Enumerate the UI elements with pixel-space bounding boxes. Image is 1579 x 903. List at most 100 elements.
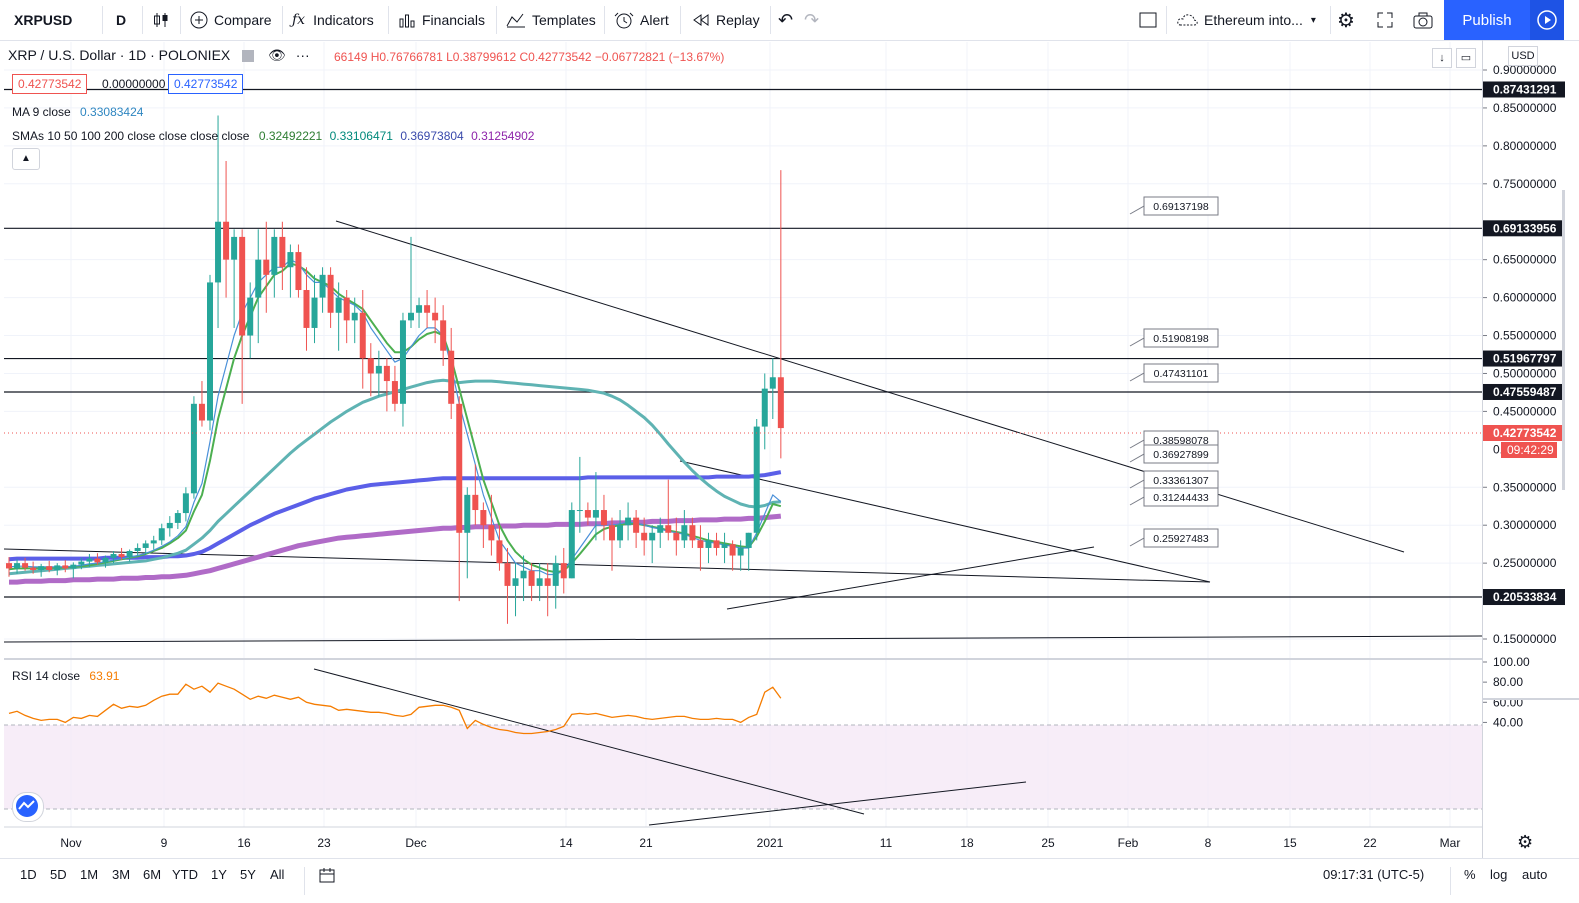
percent-toggle[interactable]: % bbox=[1464, 867, 1476, 882]
time-tick-label: 2021 bbox=[757, 836, 784, 850]
level-price-tag bbox=[1483, 589, 1565, 606]
annotation-text: 0.51908198 bbox=[1153, 333, 1209, 345]
settings-button[interactable]: ⚙ bbox=[1337, 0, 1355, 40]
level-price-text: 0.87431291 bbox=[1493, 82, 1557, 96]
candle-body bbox=[303, 290, 310, 328]
range-button-1m[interactable]: 1M bbox=[80, 867, 99, 882]
compare-button[interactable]: Compare bbox=[190, 0, 272, 40]
bottom-toolbar: 1D 5D 1M 3M 6M YTD 1Y 5Y All 09:17:31 (UTC-5) % … bbox=[0, 858, 1579, 903]
rsi-tick-label: 40.00 bbox=[1493, 715, 1523, 729]
annotation-pointer bbox=[1129, 453, 1145, 463]
layout-select[interactable]: Ethereum into... ▾ bbox=[1176, 0, 1316, 40]
candle-body bbox=[584, 510, 591, 518]
horizontal-lines bbox=[4, 88, 1482, 598]
candle-body bbox=[22, 563, 29, 568]
ma9-line bbox=[8, 259, 782, 576]
range-button-all[interactable]: All bbox=[270, 867, 285, 882]
range-button-5y[interactable]: 5Y bbox=[240, 867, 256, 882]
price-tick-label: 0.15000000 bbox=[1493, 632, 1557, 646]
annotation-text: 0.25927483 bbox=[1153, 533, 1209, 545]
annotation-pointer bbox=[1129, 537, 1145, 547]
price-tick-label: 0.60000000 bbox=[1493, 291, 1557, 305]
rsi-trendline-down bbox=[313, 668, 865, 815]
interval-label: D bbox=[116, 12, 127, 28]
eye-icon[interactable]: 👁 bbox=[268, 47, 286, 63]
currency-button[interactable]: USD bbox=[1508, 46, 1538, 66]
candle-body bbox=[641, 532, 648, 541]
range-button-3m[interactable]: 3M bbox=[112, 867, 131, 882]
symbol-legend: XRP / U.S. Dollar · 1D · POLONIEX 👁 ··· bbox=[8, 47, 310, 64]
templates-label: Templates bbox=[532, 12, 596, 28]
fullscreen-icon bbox=[1377, 12, 1393, 28]
annotation-pointer bbox=[1129, 496, 1145, 506]
range-button-1d[interactable]: 1D bbox=[20, 867, 37, 882]
interval-button[interactable]: D bbox=[116, 0, 126, 40]
range-button-ytd[interactable]: YTD bbox=[172, 867, 198, 882]
fullscreen-button[interactable] bbox=[1376, 0, 1394, 40]
annotation-text: 0.36927899 bbox=[1153, 449, 1209, 461]
chevron-up-icon: ▲ bbox=[21, 153, 31, 164]
range-button-5d[interactable]: 5D bbox=[50, 867, 67, 882]
chart-canvas[interactable]: 0.69137198 0.51908198 0.47431101 0.38598078… bbox=[3, 42, 1483, 858]
play-circle-icon bbox=[1537, 10, 1557, 30]
tradingview-icon bbox=[16, 795, 38, 817]
scroll-down-button[interactable]: ↓ bbox=[1432, 48, 1452, 68]
price-tick-label: 0.35000000 bbox=[1493, 480, 1557, 494]
indicators-button[interactable]: ƒx Indicators bbox=[292, 0, 374, 40]
annotation-pointer bbox=[1129, 372, 1145, 382]
log-toggle[interactable]: log bbox=[1490, 867, 1508, 882]
scrollbar[interactable] bbox=[1562, 190, 1565, 490]
price-axis-canvas[interactable]: 0.90000000 0.85000000 0.80000000 0.75000000… bbox=[1483, 40, 1579, 858]
publish-play-button[interactable] bbox=[1530, 0, 1564, 40]
chart-pane[interactable]: 0.69137198 0.51908198 0.47431101 0.38598078… bbox=[3, 42, 1483, 850]
candle-body bbox=[472, 494, 479, 511]
candle-body bbox=[769, 377, 776, 389]
last-price-tag bbox=[1483, 425, 1565, 441]
chart-type-button[interactable] bbox=[152, 0, 170, 40]
rsi-tick-label: 100.00 bbox=[1493, 655, 1530, 669]
price-tick-label: 0.90000000 bbox=[1493, 63, 1557, 77]
window-icon: ▭ bbox=[1460, 52, 1472, 64]
candle-body bbox=[761, 388, 768, 427]
templates-button[interactable]: Templates bbox=[506, 0, 596, 40]
date-range-button[interactable] bbox=[318, 866, 336, 887]
time-tick-label: 8 bbox=[1205, 836, 1212, 850]
time-tick-label: 14 bbox=[559, 836, 573, 850]
more-icon[interactable]: ··· bbox=[295, 47, 310, 63]
price-axis[interactable]: 0.90000000 0.85000000 0.80000000 0.75000000… bbox=[1482, 40, 1579, 858]
candle-body bbox=[158, 528, 165, 541]
snapshot-button[interactable] bbox=[1412, 0, 1434, 40]
range-button-1y[interactable]: 1Y bbox=[211, 867, 227, 882]
replay-button[interactable]: Replay bbox=[692, 0, 760, 40]
candle-body bbox=[287, 252, 294, 268]
maximize-pane-button[interactable]: ▭ bbox=[1456, 48, 1476, 68]
auto-toggle[interactable]: auto bbox=[1522, 867, 1548, 882]
candle-body bbox=[713, 540, 720, 548]
axis-settings-icon[interactable]: ⚙ bbox=[1517, 832, 1533, 853]
publish-button[interactable]: Publish bbox=[1444, 0, 1530, 40]
candle-body bbox=[327, 274, 334, 313]
sma-label: SMAs 10 50 100 200 close close close clo… bbox=[12, 129, 250, 143]
alert-button[interactable]: Alert bbox=[614, 0, 669, 40]
undo-button[interactable]: ↶ bbox=[778, 0, 793, 40]
publish-label: Publish bbox=[1462, 11, 1512, 29]
bid-price-box[interactable]: 0.42773542 bbox=[12, 74, 88, 94]
symbol-search[interactable]: XRPUSD bbox=[14, 0, 72, 40]
layout-toggle-button[interactable] bbox=[1138, 0, 1158, 40]
candle-body bbox=[110, 554, 117, 558]
collapse-legend-button[interactable]: ▲ bbox=[12, 148, 40, 170]
candle-body bbox=[625, 517, 632, 526]
ask-price-box[interactable]: 0.42773542 bbox=[168, 74, 244, 94]
sma200-value: 0.31254902 bbox=[471, 129, 535, 143]
candle-body bbox=[239, 236, 246, 336]
tradingview-logo-button[interactable] bbox=[12, 792, 44, 822]
financials-button[interactable]: Financials bbox=[398, 0, 485, 40]
candle-body bbox=[150, 540, 157, 544]
clock[interactable]: 09:17:31 (UTC-5) bbox=[1323, 867, 1425, 882]
undo-icon: ↶ bbox=[778, 9, 794, 30]
candle-body bbox=[207, 282, 213, 421]
annotation-text: 0.69137198 bbox=[1153, 201, 1209, 213]
redo-button[interactable]: ↷ bbox=[804, 0, 819, 40]
range-button-6m[interactable]: 6M bbox=[143, 867, 162, 882]
candle-body bbox=[408, 312, 414, 321]
